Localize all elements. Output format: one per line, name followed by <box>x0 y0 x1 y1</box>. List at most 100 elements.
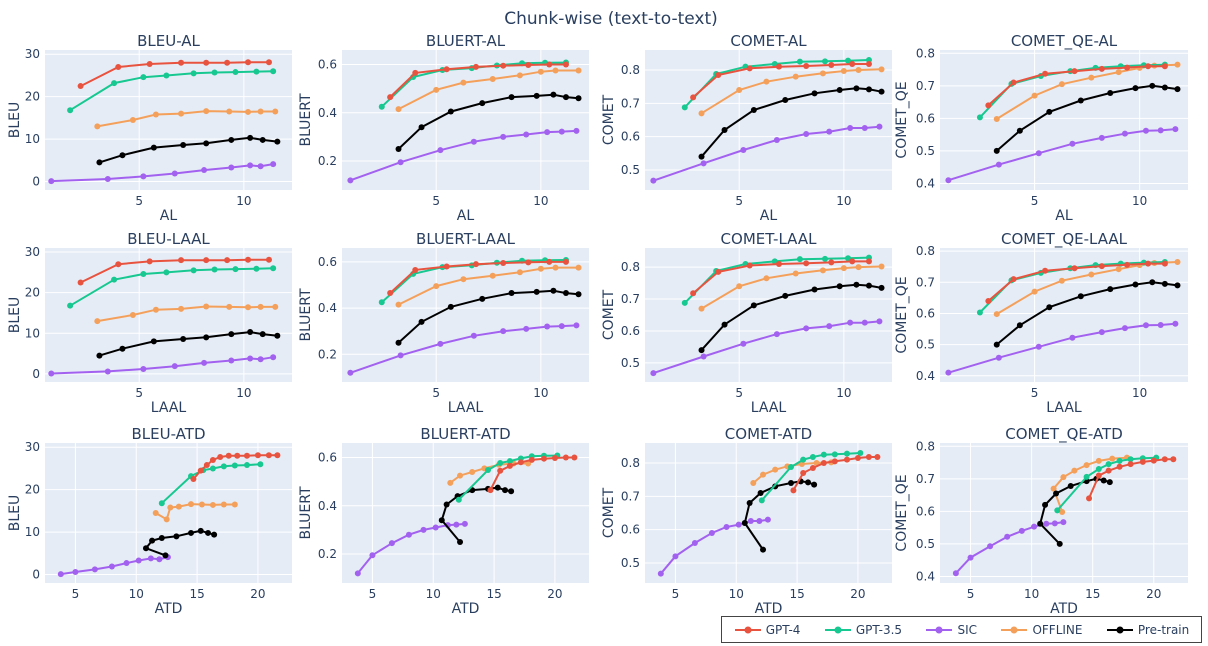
data-point-gpt-3-5 <box>506 458 513 465</box>
data-point-pre-train <box>562 94 569 101</box>
data-point-gpt-3-5 <box>211 69 218 76</box>
data-point-pre-train <box>865 282 872 289</box>
data-point-sic <box>1031 523 1038 530</box>
data-point-gpt-3-5 <box>485 467 492 474</box>
data-point-pre-train <box>119 345 126 352</box>
data-point-gpt-4 <box>224 59 231 66</box>
data-point-sic <box>228 164 235 171</box>
data-point-sic <box>257 356 264 363</box>
data-point-gpt-4 <box>1098 263 1105 270</box>
data-point-gpt-4 <box>265 256 272 263</box>
subplot-title: COMET-AL <box>730 32 807 50</box>
y-tick-label: 0.6 <box>916 111 935 125</box>
data-point-offline <box>1174 61 1181 68</box>
x-tick-label: 10 <box>533 386 548 400</box>
y-tick-label: 0.4 <box>318 106 337 120</box>
data-point-sic <box>354 570 361 577</box>
data-point-offline <box>772 466 779 473</box>
y-tick-label: 0.6 <box>318 57 337 71</box>
subplot-bluert-al: 5 10 0.2 0.4 0.6 BLUERT-AL AL BLUERT <box>298 32 589 224</box>
data-point-sic <box>171 363 178 370</box>
data-point-sic <box>1060 519 1067 526</box>
data-point-offline <box>272 108 279 115</box>
data-point-gpt-3-5 <box>497 460 504 467</box>
data-point-gpt-4 <box>254 452 261 459</box>
y-axis-label: COMET_QE <box>894 81 910 158</box>
data-point-gpt-4 <box>443 66 450 73</box>
legend-marker <box>744 626 752 633</box>
data-point-gpt-3-5 <box>209 465 216 472</box>
data-point-pre-train <box>1042 501 1049 508</box>
data-point-sic <box>573 322 580 329</box>
data-point-sic <box>247 162 254 169</box>
data-point-gpt-4 <box>209 456 216 463</box>
data-point-pre-train <box>750 107 757 113</box>
subplot-title: BLUERT-LAAL <box>416 230 516 248</box>
data-point-sic <box>270 161 277 168</box>
data-point-gpt-4 <box>487 487 494 494</box>
data-point-offline <box>1088 271 1095 278</box>
y-tick-label: 0.8 <box>621 260 640 274</box>
x-tick-label: 5 <box>369 587 377 601</box>
data-point-gpt-4 <box>790 487 797 494</box>
data-point-offline <box>1083 462 1090 469</box>
data-point-sic <box>420 526 427 533</box>
y-axis-label: BLUERT <box>298 288 314 342</box>
x-axis-label: ATD <box>452 601 480 617</box>
data-point-offline <box>537 265 544 272</box>
data-point-sic <box>437 340 444 347</box>
data-point-gpt-3-5 <box>843 450 850 457</box>
data-point-gpt-4 <box>234 452 241 459</box>
data-point-pre-train <box>457 538 464 545</box>
data-point-pre-train <box>149 537 156 544</box>
data-point-offline <box>1115 69 1122 76</box>
data-point-sic <box>437 147 444 154</box>
y-axis-label: COMET_QE <box>894 474 910 551</box>
x-axis-label: AL <box>1055 208 1073 224</box>
data-point-sic <box>1142 322 1149 329</box>
data-point-gpt-4 <box>715 268 722 275</box>
data-point-gpt-4 <box>571 454 578 461</box>
data-point-gpt-4 <box>274 452 281 459</box>
data-point-gpt-3-5 <box>163 72 170 79</box>
data-point-gpt-3-5 <box>796 58 803 65</box>
data-point-pre-train <box>746 500 753 506</box>
subplot-title: COMET_QE-LAAL <box>1001 230 1128 249</box>
data-point-offline <box>175 503 182 510</box>
data-point-pre-train <box>443 501 450 508</box>
data-point-pre-train <box>811 481 818 488</box>
data-point-offline <box>167 504 174 511</box>
data-point-pre-train <box>211 531 218 538</box>
y-tick-label: 0.5 <box>916 144 935 158</box>
data-point-gpt-4 <box>203 257 210 264</box>
data-point-offline <box>1060 474 1067 481</box>
x-tick-label: 10 <box>533 194 548 208</box>
plot-area <box>645 443 892 583</box>
data-point-offline <box>855 67 862 73</box>
data-point-pre-train <box>865 86 872 93</box>
legend: GPT-4 GPT-3.5 SIC OFFLINE Pre-train <box>721 616 1202 643</box>
data-point-sic <box>740 147 747 153</box>
figure-title: Chunk-wise (text-to-text) <box>504 9 718 29</box>
data-point-sic <box>405 531 412 538</box>
data-point-sic <box>1157 127 1164 134</box>
data-point-offline <box>469 468 476 475</box>
data-point-pre-train <box>1016 127 1023 134</box>
legend-swatch <box>824 626 851 633</box>
data-point-gpt-4 <box>472 261 479 268</box>
data-point-gpt-4 <box>245 59 252 66</box>
y-tick-label: 10 <box>25 525 40 539</box>
data-point-offline <box>395 106 402 113</box>
data-point-pre-train <box>150 144 157 151</box>
legend-marker <box>935 626 943 633</box>
y-tick-label: 0.5 <box>621 356 640 370</box>
data-point-gpt-4 <box>243 452 250 459</box>
data-point-sic <box>108 563 115 570</box>
data-point-offline <box>840 68 847 74</box>
data-point-gpt-3-5 <box>1116 457 1123 464</box>
data-point-offline <box>226 303 233 310</box>
data-point-offline <box>231 501 238 508</box>
data-point-offline <box>1109 455 1116 462</box>
data-point-pre-train <box>1149 279 1156 286</box>
